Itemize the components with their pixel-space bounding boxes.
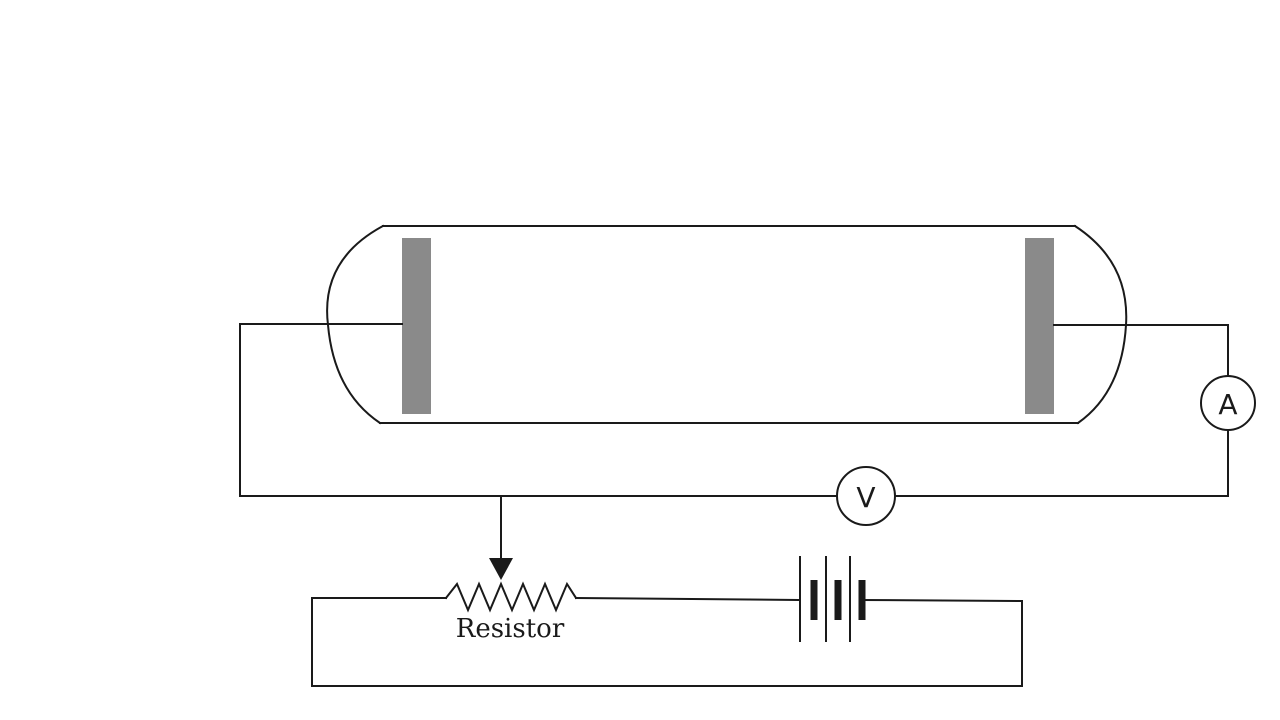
battery (799, 556, 866, 642)
lower-return-wire (311, 597, 1023, 687)
discharge-tube (326, 224, 1128, 425)
ammeter-circle (1200, 375, 1256, 431)
ammeter: A (1200, 375, 1256, 431)
resistor-to-battery-wire (574, 596, 800, 602)
voltmeter-label: V (856, 481, 875, 514)
wiper-arrowhead (489, 558, 513, 580)
resistor-label: Resistor (456, 614, 565, 644)
resistor-wiper-arrow (489, 495, 513, 580)
voltmeter: V (836, 466, 896, 526)
left-loop-wire (239, 323, 838, 497)
ammeter-label: A (1218, 388, 1237, 421)
right-loop-wire (894, 429, 1229, 497)
right-electrode (1025, 238, 1054, 414)
voltmeter-circle (836, 466, 896, 526)
resistor-zigzag (444, 581, 578, 613)
left-electrode (402, 238, 431, 414)
